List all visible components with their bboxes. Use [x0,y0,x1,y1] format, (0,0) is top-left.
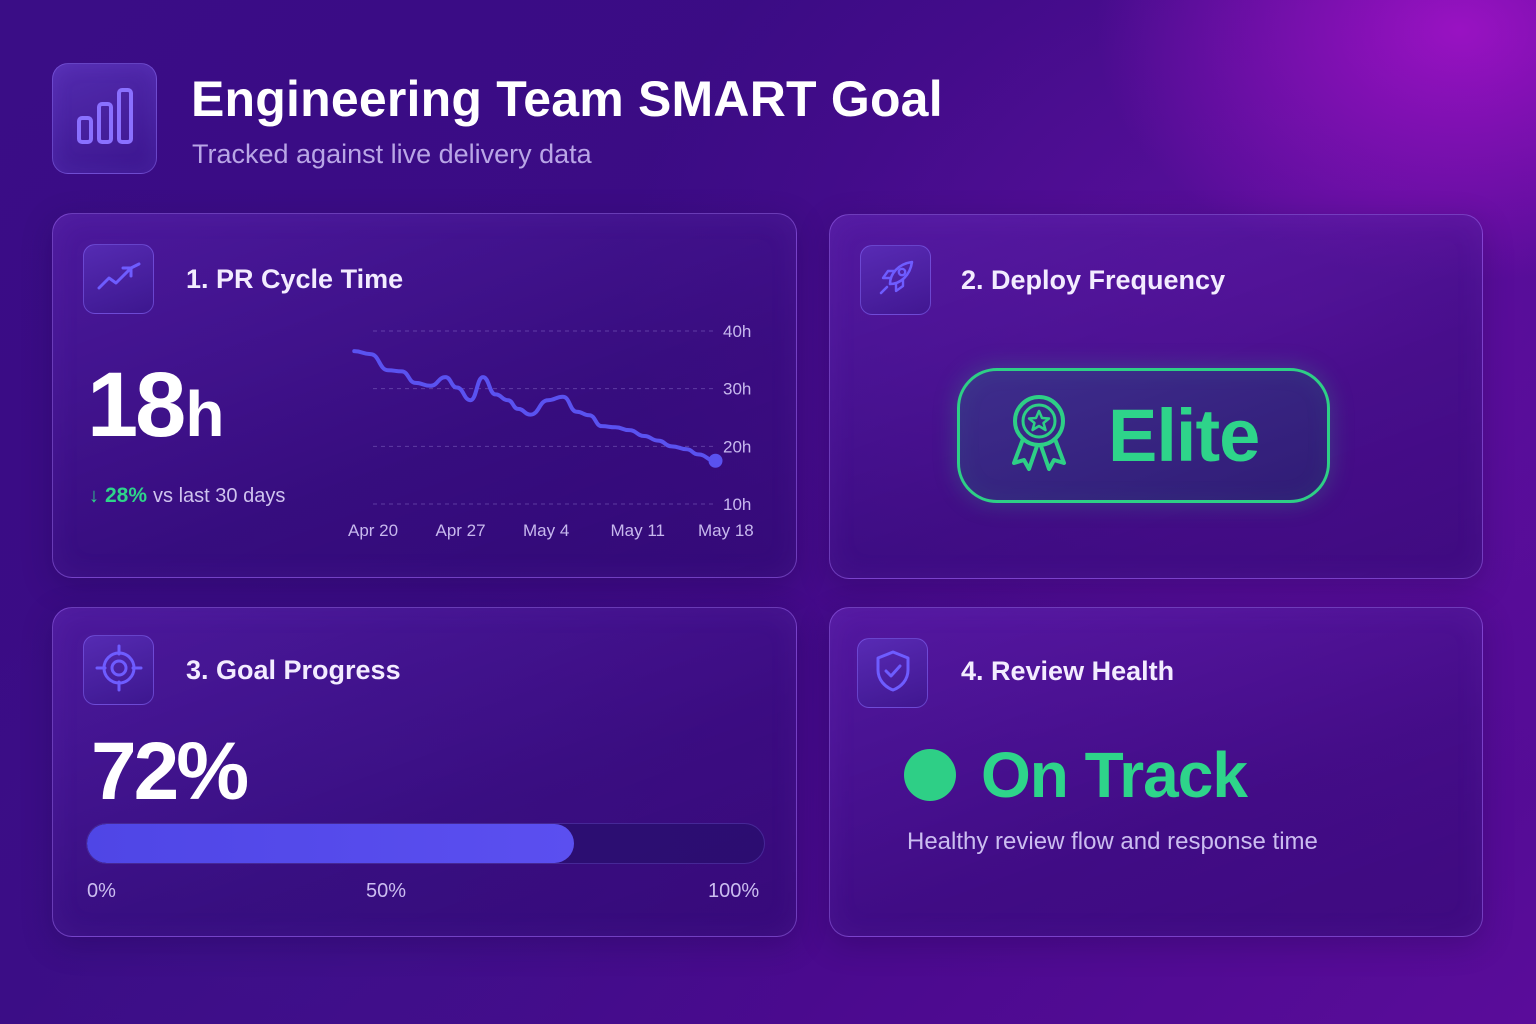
y-tick-label: 20h [723,437,751,456]
status-label: On Track [981,739,1248,811]
metric-number: 18 [87,354,186,456]
delta-indicator: ↓ 28% vs last 30 days [89,484,285,508]
y-tick-label: 30h [723,380,751,399]
bar-chart-icon [76,86,134,151]
review-health-card[interactable]: 4. Review Health On Track Healthy review… [829,607,1483,937]
goal-progress-card[interactable]: 3. Goal Progress 72% 0% 50% 100% [52,607,797,937]
series-line [352,349,718,463]
pr-cycle-time-card[interactable]: 1. PR Cycle Time 18h ↓ 28% vs last 30 da… [52,213,797,578]
rocket-icon [876,258,916,303]
target-icon [95,644,143,697]
data-point [708,453,723,468]
status-dot [904,749,956,801]
y-tick-label: 40h [723,322,751,341]
x-tick-label: May 11 [611,521,666,540]
shield-check-icon [873,649,913,698]
delta-value: 28% [105,484,148,507]
card-icon-container [860,245,931,315]
card-icon-container [83,244,154,314]
header-logo [52,63,157,174]
delta-label: vs last 30 days [153,484,286,507]
elite-label: Elite [1108,394,1260,477]
progress-fill [87,824,575,863]
down-arrow-icon: ↓ [89,484,99,507]
progress-percent: 72% [91,726,249,817]
elite-badge: Elite [957,368,1330,503]
page-title: Engineering Team SMART Goal [191,71,943,127]
card-title: 1. PR Cycle Time [186,264,404,294]
cycle-time-chart: 40h 30h 20h 10h Apr 20 Apr 27 May 4 May 11 May 1… [348,322,754,540]
card-icon-container [857,638,928,708]
x-tick-label: Apr 27 [436,521,486,540]
card-title: 3. Goal Progress [186,655,401,685]
progress-bar [86,823,765,864]
pr-cycle-time-value: 18h [87,359,224,451]
progress-label-mid: 50% [366,880,407,902]
status-description: Healthy review flow and response time [907,828,1318,855]
x-tick-label: May 18 [698,521,754,540]
award-ribbon-icon [1008,393,1070,478]
deploy-frequency-card[interactable]: 2. Deploy Frequency Elite [829,214,1483,579]
progress-label-min: 0% [87,880,116,902]
page-subtitle: Tracked against live delivery data [192,139,592,169]
trend-line-icon [97,262,141,297]
y-tick-label: 10h [723,495,751,514]
x-tick-label: Apr 20 [348,521,398,540]
progress-label-max: 100% [708,880,760,902]
card-title: 2. Deploy Frequency [961,265,1226,295]
metric-unit: h [185,378,225,450]
card-title: 4. Review Health [961,656,1175,686]
x-tick-label: May 4 [523,521,569,540]
card-icon-container [83,635,154,705]
